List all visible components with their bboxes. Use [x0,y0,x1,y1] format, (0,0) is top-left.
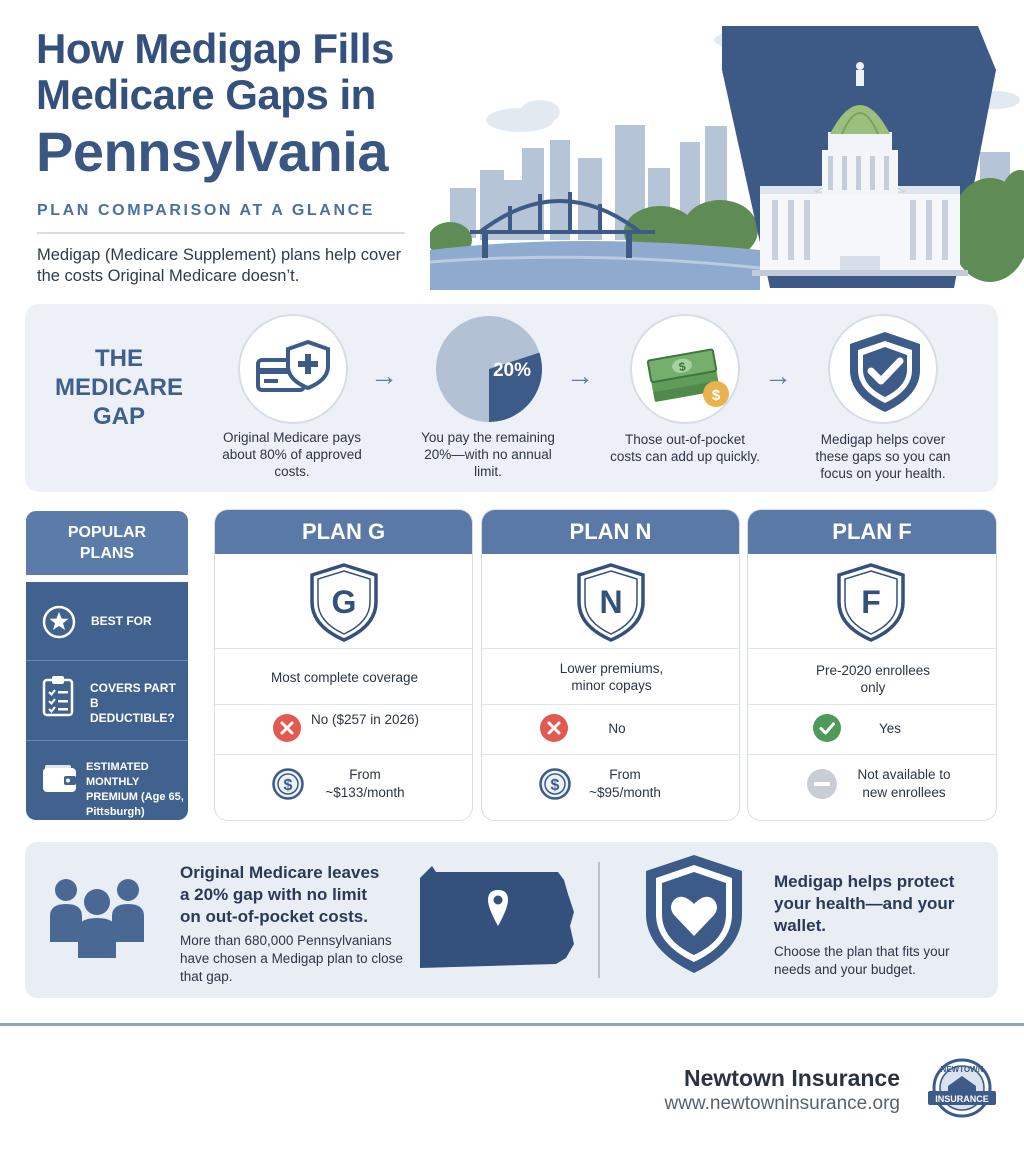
plan-letter: G [332,584,357,620]
row-label-text: COVERS PART B DEDUCTIBLE? [90,681,176,725]
plan-name: PLAN F [748,510,996,554]
plan-premium: From ~$95/month [589,767,661,800]
plan-card-n: PLAN N N Lower premiums, minor copays No… [481,509,740,821]
title-line-1: How Medigap Fills [36,25,394,72]
plan-card-f: PLAN F F Pre-2020 enrollees only Yes Not… [747,509,997,821]
brand-block: Newtown Insurance www.newtowninsurance.o… [664,1064,900,1116]
plan-premium: From ~$133/month [325,767,405,800]
pie-chart-icon: 20% [436,316,543,422]
hero-illustration [430,26,1024,290]
row-label-text: BEST FOR [91,614,152,628]
intro-text: Medigap (Medicare Supplement) plans help… [37,246,402,285]
row-label-covers-part-b: COVERS PART B DEDUCTIBLE? [26,674,188,725]
plan-best-for: Lower premiums, minor copays [559,661,664,693]
summary-divider [598,862,600,978]
svg-text:$: $ [284,777,293,794]
arrow-right-icon: → [370,360,398,391]
card-shield-icon [256,339,330,392]
newtown-insurance-logo: NEWTOWN INSURANCE [928,1058,996,1118]
row-divider [26,660,188,661]
capitol-building [752,62,968,276]
logo-top-text: NEWTOWN [941,1065,984,1074]
row-divider [215,754,472,755]
plan-best-for: Most complete coverage [270,670,419,685]
arrow-right-icon: → [764,360,792,391]
plan-shield-icon: G [310,563,378,642]
step-1-text: Original Medicare pays about 80% of appr… [222,430,362,479]
company-name: Newtown Insurance [684,1065,900,1091]
svg-text:$: $ [678,359,687,374]
row-divider [748,754,996,755]
step-3-circle: $ $ [630,314,740,424]
plan-deductible: Yes [878,721,902,736]
minus-circle-icon [807,769,837,799]
pennsylvania-map-icon [420,866,574,968]
plan-deductible: No [608,721,626,736]
row-divider [482,704,739,705]
row-divider [482,754,739,755]
star-icon [42,605,76,639]
footer-divider [0,1023,1024,1026]
row-label-text: ESTIMATED MONTHLY PREMIUM (Age 65, Pitts… [86,761,184,818]
cash-stack-icon: $ $ [646,348,729,407]
subtitle-divider [37,232,405,234]
subtitle: PLAN COMPARISON AT A GLANCE [37,202,376,219]
plan-shield-icon: N [577,563,645,642]
title-line-2: Medicare Gaps in [36,71,376,118]
pie-percent-label: 20% [493,360,531,381]
bridge [470,192,655,234]
title-line-3: Pennsylvania [36,120,388,183]
plan-card-g: PLAN G G Most complete coverage No ($257… [214,509,473,821]
shield-check-icon [850,332,920,412]
shield-heart-icon [646,855,742,973]
svg-text:$: $ [551,777,560,794]
row-divider [215,704,472,705]
plan-name: PLAN N [482,510,739,554]
row-divider [482,648,739,649]
plan-letter: F [861,584,881,620]
medicare-gap-title: THE MEDICARE GAP [54,345,183,430]
dollar-circle-icon: $ [539,768,571,800]
row-divider [26,740,188,741]
arrow-right-icon: → [566,360,594,391]
page-title: How Medigap Fills Medicare Gaps in Penns… [36,26,456,184]
row-label-best-for: BEST FOR [26,602,188,642]
svg-text:$: $ [712,387,721,404]
wallet-icon [43,765,76,792]
plan-name: PLAN G [215,510,472,554]
clipboard-icon [42,676,74,717]
x-circle-icon [273,714,301,742]
gap-summary-body: More than 680,000 Pennsylvanians have ch… [180,933,403,984]
step-4-text: Medigap helps cover these gaps so you ca… [815,432,951,481]
plan-deductible: No ($257 in 2026) [310,712,420,727]
popular-plans-rows: BEST FOR COVERS PART B DEDUCTIBLE? ESTIM… [26,582,188,820]
people-group-icon [50,879,144,958]
check-circle-icon [813,714,841,742]
popular-plans-header: POPULAR PLANS [26,511,188,575]
plan-letter: N [599,584,622,620]
step-2-text: You pay the remaining 20%—with no annual… [421,430,555,479]
row-divider [215,648,472,649]
row-divider [748,704,996,705]
row-label-monthly-premium: ESTIMATED MONTHLY PREMIUM (Age 65, Pitts… [26,758,188,818]
medigap-summary-body: Choose the plan that fits your needs and… [774,944,950,977]
step-1-circle [238,314,348,424]
gap-summary-heading: Original Medicare leaves a 20% gap with … [180,863,380,926]
plan-premium: Not available to new enrollees [857,767,951,800]
popular-plans-title: POPULAR PLANS [67,524,147,562]
step-2-circle: 20% [434,314,544,424]
plan-shield-icon: F [837,563,905,642]
step-3-text: Those out-of-pocket costs can add up qui… [610,432,760,464]
logo-label: INSURANCE [935,1094,989,1104]
dollar-circle-icon: $ [272,768,304,800]
x-circle-icon [540,714,568,742]
company-url[interactable]: www.newtowninsurance.org [664,1093,900,1114]
plan-best-for: Pre-2020 enrollees only [815,663,931,695]
step-4-circle [828,314,938,424]
row-divider [748,648,996,649]
medigap-summary-heading: Medigap helps protect your health—and yo… [774,872,955,935]
